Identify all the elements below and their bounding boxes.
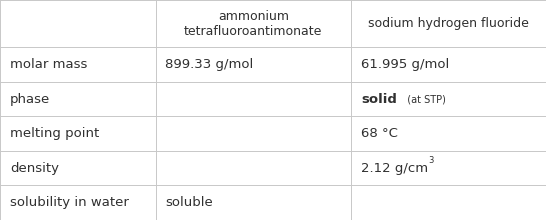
Text: solubility in water: solubility in water <box>10 196 129 209</box>
Text: density: density <box>10 162 59 175</box>
Text: molar mass: molar mass <box>10 58 87 71</box>
Text: 3: 3 <box>428 156 434 165</box>
Text: 2.12 g/cm: 2.12 g/cm <box>361 162 428 175</box>
Text: solid: solid <box>361 93 397 106</box>
Text: 61.995 g/mol: 61.995 g/mol <box>361 58 449 71</box>
Text: sodium hydrogen fluoride: sodium hydrogen fluoride <box>368 17 529 30</box>
Text: 68 °C: 68 °C <box>361 127 398 140</box>
Text: (at STP): (at STP) <box>401 94 446 104</box>
Text: melting point: melting point <box>10 127 99 140</box>
Text: ammonium
tetrafluoroantimonate: ammonium tetrafluoroantimonate <box>184 10 323 38</box>
Text: 899.33 g/mol: 899.33 g/mol <box>165 58 254 71</box>
Text: phase: phase <box>10 93 50 106</box>
Text: soluble: soluble <box>165 196 213 209</box>
